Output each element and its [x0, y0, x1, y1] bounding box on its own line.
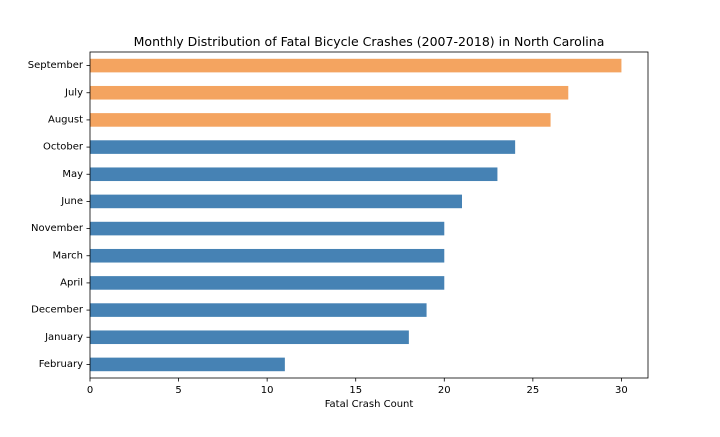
y-tick-label: June — [60, 196, 83, 207]
x-tick-label: 30 — [615, 385, 628, 396]
y-tick-label: December — [31, 305, 84, 316]
x-tick-label: 15 — [349, 385, 362, 396]
bar-january — [90, 330, 409, 345]
chart-title: Monthly Distribution of Fatal Bicycle Cr… — [134, 34, 605, 49]
x-tick-label: 20 — [438, 385, 451, 396]
x-tick-label: 0 — [87, 385, 93, 396]
y-tick-label: January — [44, 332, 83, 343]
x-axis-label: Fatal Crash Count — [325, 399, 414, 410]
x-tick-label: 10 — [261, 385, 274, 396]
bar-august — [90, 113, 551, 127]
y-tick-label: April — [60, 277, 83, 288]
plot-frame — [89, 51, 649, 379]
bar-may — [90, 167, 498, 182]
y-tick-label: August — [48, 114, 83, 125]
bar-december — [90, 303, 427, 317]
bar-february — [90, 357, 285, 372]
bar-march — [90, 248, 445, 263]
bar-october — [90, 140, 516, 154]
bar-september — [90, 58, 622, 73]
bar-april — [90, 276, 445, 290]
bar-july — [90, 85, 569, 100]
y-tick-label: February — [39, 359, 83, 370]
x-tick-label: 25 — [526, 385, 539, 396]
bars-group — [90, 58, 622, 372]
y-tick-label: July — [64, 87, 83, 98]
y-tick-label: March — [53, 250, 83, 261]
y-tick-label: November — [31, 223, 84, 234]
x-axis-ticks: 0 5 10 15 20 25 30 — [87, 378, 628, 396]
bar-june — [90, 194, 462, 209]
y-axis-ticks: September July August October May June Novembe… — [28, 60, 90, 370]
x-tick-label: 5 — [175, 385, 181, 396]
y-tick-label: October — [43, 142, 84, 153]
y-tick-label: September — [28, 60, 84, 71]
y-tick-label: May — [62, 169, 83, 180]
bar-november — [90, 221, 445, 236]
